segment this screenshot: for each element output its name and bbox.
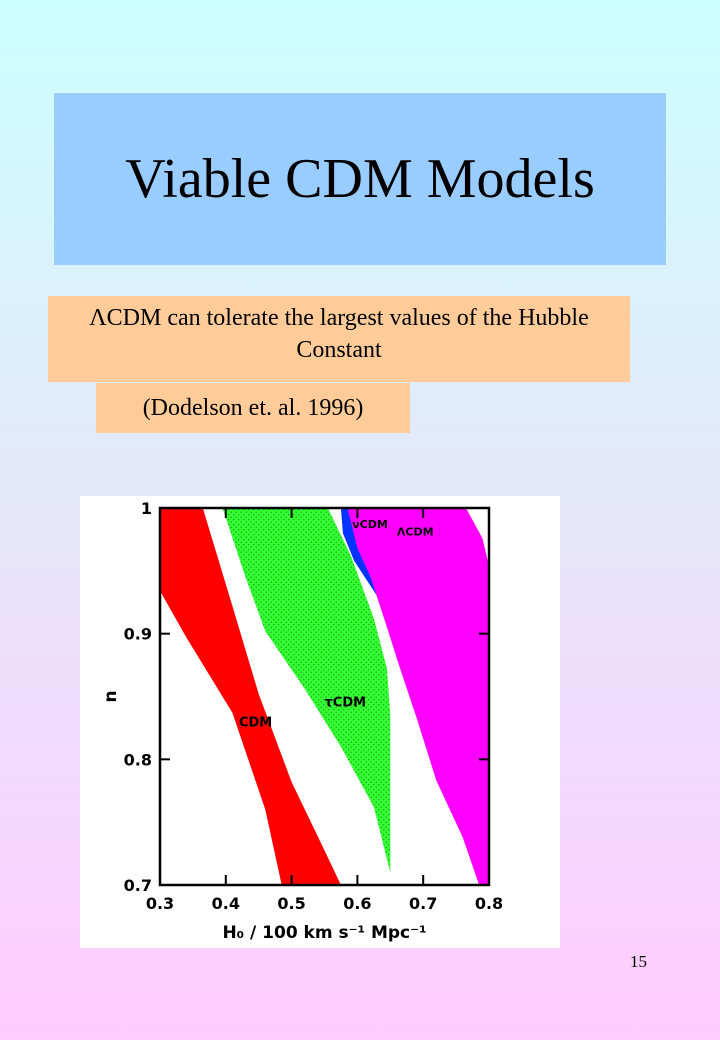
x-tick-label: 0.6: [343, 894, 371, 913]
region-label-cdm: ΛCDM: [397, 526, 434, 539]
citation-box: (Dodelson et. al. 1996): [96, 383, 410, 433]
regions-layer: [160, 508, 489, 885]
x-tick-label: 0.8: [475, 894, 503, 913]
y-tick-label: 0.8: [124, 750, 152, 769]
x-tick-label: 0.3: [146, 894, 174, 913]
y-tick-label: 0.7: [124, 876, 152, 895]
chart: 0.3 0.4 0.5 0.6 0.7 0.8 0.7 0.8 0.9 1 CDM τCDM νCDM…: [80, 496, 560, 948]
x-tick-label: 0.5: [277, 894, 305, 913]
y-tick-label: 0.9: [124, 625, 152, 644]
region-cdm: [222, 508, 391, 873]
x-tick-label: 0.4: [212, 894, 240, 913]
note-box: ΛCDM can tolerate the largest values of …: [48, 296, 630, 382]
title-box: Viable CDM Models: [54, 93, 666, 265]
region-label-cdm: τCDM: [325, 696, 367, 711]
plot-frame: [158, 506, 491, 887]
region-labels-layer: CDM τCDM νCDM ΛCDM: [239, 518, 434, 731]
ticks-layer: 0.3 0.4 0.5 0.6 0.7 0.8 0.7 0.8 0.9 1: [124, 499, 504, 913]
note-text: ΛCDM can tolerate the largest values of …: [89, 305, 589, 363]
page-number: 15: [630, 952, 647, 971]
x-axis-label: H₀ / 100 km s⁻¹ Mpc⁻¹: [222, 923, 426, 943]
y-tick-label: 1: [141, 499, 152, 518]
slide-title: Viable CDM Models: [125, 148, 595, 210]
region-cdm: [347, 508, 489, 885]
y-axis-label: n: [101, 690, 121, 702]
region-label-cdm: CDM: [239, 716, 272, 731]
chart-svg: 0.3 0.4 0.5 0.6 0.7 0.8 0.7 0.8 0.9 1 CDM τCDM νCDM…: [101, 499, 504, 943]
citation-text: (Dodelson et. al. 1996): [142, 394, 364, 421]
region-cdm: [160, 508, 341, 885]
region-label-cdm: νCDM: [352, 518, 388, 531]
x-tick-label: 0.7: [409, 894, 437, 913]
